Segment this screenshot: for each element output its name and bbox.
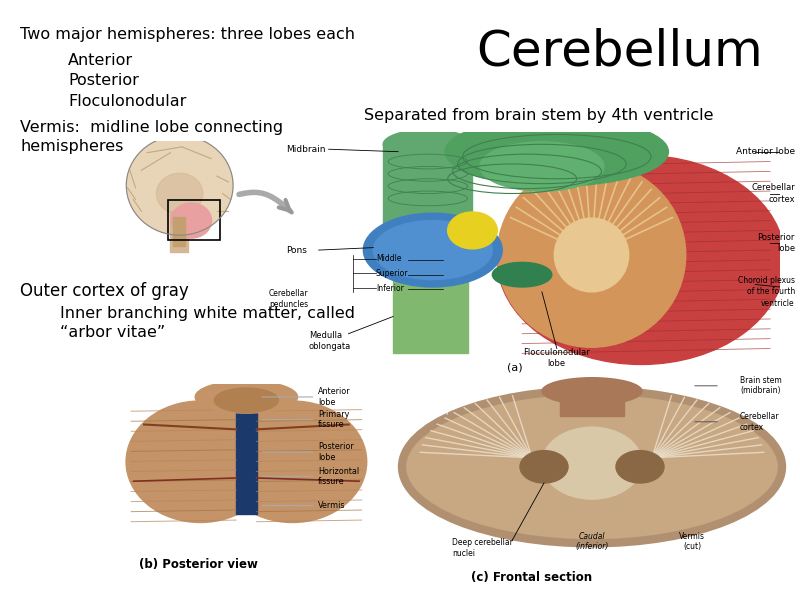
- Text: Posterior
lobe: Posterior lobe: [318, 442, 354, 462]
- Text: (b) Posterior view: (b) Posterior view: [139, 558, 258, 571]
- Text: Floculonodular: Floculonodular: [68, 94, 186, 109]
- Text: Vermis: Vermis: [318, 501, 346, 510]
- Text: Caudal
(inferior): Caudal (inferior): [575, 532, 609, 551]
- Ellipse shape: [374, 221, 492, 280]
- Ellipse shape: [498, 163, 686, 347]
- Bar: [168, 199, 220, 241]
- Text: Posterior
lobe: Posterior lobe: [758, 233, 795, 253]
- Text: White matter
of cerebellum
(Arbor vitae): White matter of cerebellum (Arbor vitae): [400, 386, 453, 416]
- Text: Inferior: Inferior: [376, 284, 404, 293]
- Bar: [393, 250, 467, 353]
- Text: Separated from brain stem by 4th ventricle: Separated from brain stem by 4th ventric…: [364, 108, 714, 123]
- Text: Cerebellar
cortex: Cerebellar cortex: [751, 184, 795, 203]
- Ellipse shape: [195, 381, 298, 413]
- Text: Middle: Middle: [376, 254, 402, 263]
- Ellipse shape: [616, 451, 664, 483]
- Text: Vermis:  midline lobe connecting
hemispheres: Vermis: midline lobe connecting hemisphe…: [20, 120, 283, 154]
- Bar: [560, 389, 624, 416]
- Ellipse shape: [214, 388, 278, 412]
- Text: Posterior: Posterior: [68, 73, 139, 88]
- Ellipse shape: [492, 262, 552, 287]
- Text: Anterior: Anterior: [68, 53, 133, 68]
- Ellipse shape: [126, 401, 274, 523]
- Bar: [170, 211, 188, 252]
- Ellipse shape: [480, 142, 604, 191]
- Text: Two major hemispheres: three lobes each: Two major hemispheres: three lobes each: [20, 27, 355, 42]
- Ellipse shape: [157, 173, 203, 214]
- Ellipse shape: [542, 427, 642, 499]
- Bar: [173, 217, 186, 247]
- Ellipse shape: [402, 391, 782, 544]
- Text: Pons: Pons: [286, 245, 307, 254]
- Text: Outer cortex of gray: Outer cortex of gray: [20, 282, 189, 300]
- Text: Vermis
(cut): Vermis (cut): [679, 532, 705, 551]
- Ellipse shape: [554, 218, 629, 292]
- Ellipse shape: [542, 378, 642, 404]
- Ellipse shape: [498, 155, 785, 364]
- Text: Flocculonodular
lobe: Flocculonodular lobe: [523, 348, 590, 368]
- Text: Choroid plexus
of the fourth
ventricle: Choroid plexus of the fourth ventricle: [738, 276, 795, 307]
- Text: Cerebellum: Cerebellum: [476, 27, 762, 75]
- Text: Brain stem
(midbrain): Brain stem (midbrain): [740, 376, 782, 395]
- Ellipse shape: [363, 213, 502, 287]
- Ellipse shape: [520, 451, 568, 483]
- Ellipse shape: [445, 117, 669, 186]
- Bar: [236, 408, 257, 514]
- Text: Cerebellar
cortex: Cerebellar cortex: [740, 412, 780, 431]
- Text: (c) Frontal section: (c) Frontal section: [471, 571, 593, 584]
- Text: Medulla
oblongata: Medulla oblongata: [309, 331, 351, 351]
- Text: Deep cerebellar
nuclei: Deep cerebellar nuclei: [452, 538, 513, 557]
- Ellipse shape: [126, 136, 233, 235]
- Text: Anterior
lobe: Anterior lobe: [318, 387, 350, 407]
- Bar: [383, 144, 473, 242]
- Ellipse shape: [448, 212, 498, 249]
- Text: Horizontal
fissure: Horizontal fissure: [318, 467, 359, 486]
- Text: Cerebellar
peduncles: Cerebellar peduncles: [269, 289, 309, 310]
- Text: Inner branching white matter, called
“arbor vitae”: Inner branching white matter, called “ar…: [60, 306, 355, 340]
- Ellipse shape: [171, 203, 211, 238]
- Text: Midbrain: Midbrain: [286, 145, 326, 154]
- Ellipse shape: [393, 240, 467, 260]
- Text: Superior: Superior: [376, 269, 408, 278]
- Text: (a): (a): [507, 362, 523, 373]
- Text: Primary
fissure: Primary fissure: [318, 410, 350, 430]
- Text: Anterior lobe: Anterior lobe: [736, 147, 795, 156]
- Ellipse shape: [218, 401, 366, 523]
- Ellipse shape: [383, 130, 473, 159]
